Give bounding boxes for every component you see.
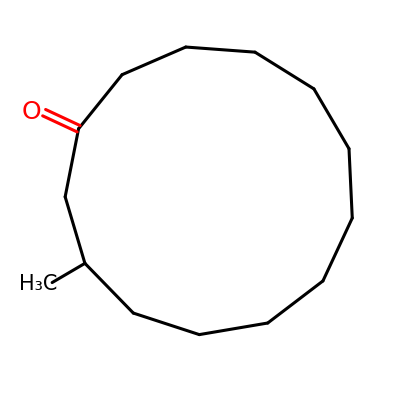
Text: O: O	[22, 100, 41, 124]
Text: H₃C: H₃C	[19, 274, 58, 294]
